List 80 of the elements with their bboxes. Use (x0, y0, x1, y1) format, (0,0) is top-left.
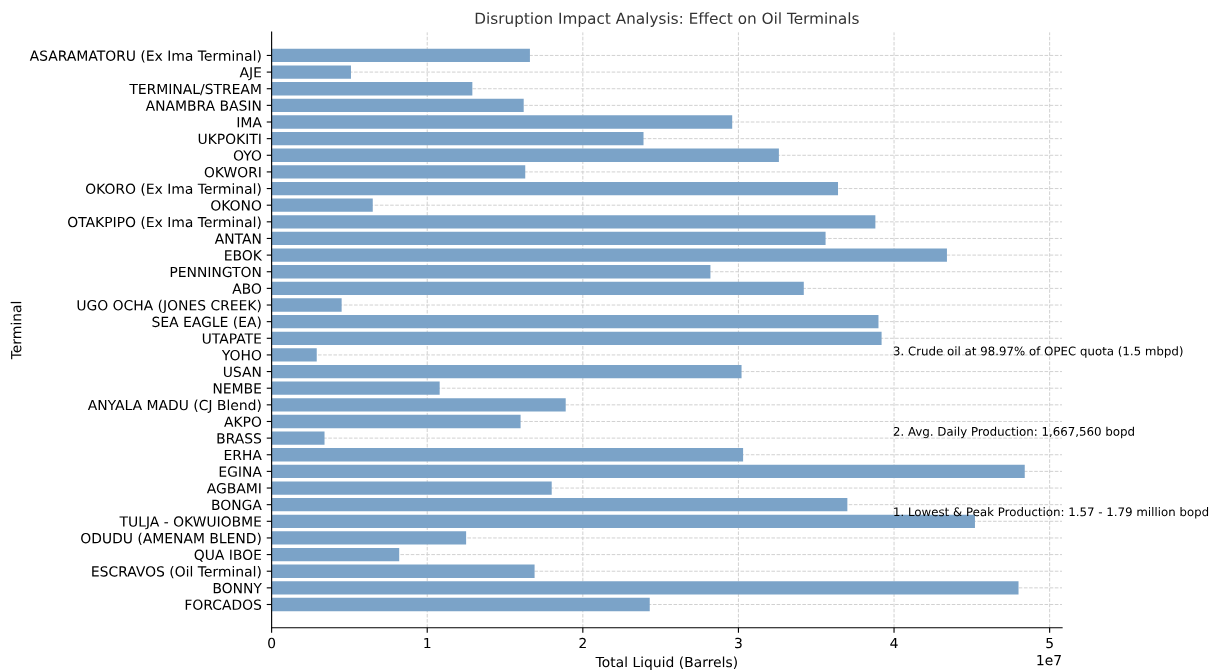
x-tick-label: 5 (1046, 637, 1053, 649)
y-tick-label: AGBAMI (206, 483, 261, 494)
y-tick-label: ABO (232, 283, 262, 294)
bar (271, 281, 804, 296)
y-tick-label: IMA (237, 117, 262, 128)
bar (271, 248, 947, 262)
bar (271, 498, 848, 512)
bar (271, 581, 1019, 595)
bar (271, 464, 1025, 479)
y-tick-label: SEA EAGLE (EA) (152, 316, 261, 329)
y-tick-label: AKPO (224, 416, 262, 427)
bar (271, 431, 325, 445)
y-tick-label: ANAMBRA BASIN (145, 100, 261, 111)
y-tick-label: ODUDU (AMENAM BLEND) (81, 532, 261, 546)
y-tick-label: EBOK (225, 250, 263, 261)
y-tick-label: ESCRAVOS (Oil Terminal) (92, 565, 261, 579)
annotation: 3. Crude oil at 98.97% of OPEC quota (1.5 mbpd) (893, 346, 1183, 358)
y-tick-label: ANYALA MADU (CJ Blend) (87, 399, 261, 413)
bar (271, 298, 342, 312)
bar (271, 448, 744, 462)
y-tick-label: UGO OCHA (JONES CREEK) (77, 299, 261, 314)
y-tick-label: OYO (233, 150, 262, 161)
y-tick-label: UKPOKITI (198, 133, 261, 145)
y-tick-label: AJE (239, 67, 261, 81)
bar (271, 165, 526, 179)
y-tick-label: NEMBE (213, 383, 261, 394)
bar (271, 481, 552, 495)
bar (271, 348, 317, 362)
x-tick-label: 1 (424, 637, 431, 649)
chart-title: Disruption Impact Analysis: Effect on Oil Terminals (475, 12, 859, 27)
y-tick-label: OTAKPIPO (Ex Ima Terminal) (68, 216, 261, 229)
y-tick-label: QUA IBOE (194, 549, 261, 562)
y-axis-title: Terminal (10, 301, 22, 360)
x-tick-label: 3 (735, 637, 742, 649)
y-tick-label: UTAPATE (202, 333, 262, 344)
y-tick-label: PENNINGTON (170, 266, 261, 278)
y-tick-label: ASARAMATORU (Ex Ima Terminal) (29, 50, 261, 63)
bar (271, 82, 473, 96)
bar (271, 231, 826, 246)
annotation: 2. Avg. Daily Production: 1,667,560 bopd (893, 426, 1134, 439)
y-tick-label: ANTAN (214, 233, 261, 244)
bar (271, 48, 530, 63)
y-tick-label: OKONO (211, 200, 262, 211)
annotation: 1. Lowest & Peak Production: 1.57 - 1.79 million bopd (894, 507, 1209, 519)
bar (271, 115, 733, 129)
y-tick-label: YOHO (221, 349, 262, 361)
bar (271, 597, 650, 612)
text: 1e7 (1037, 655, 1061, 666)
x-tick-label: 0 (268, 637, 276, 649)
bar (271, 148, 779, 162)
y-tick-label: USAN (223, 366, 261, 378)
bar (271, 364, 742, 379)
y-tick-label: FORCADOS (185, 599, 262, 610)
y-tick-label: BONGA (212, 499, 262, 511)
y-tick-label: EGINA (219, 466, 262, 477)
bar (271, 414, 521, 429)
bar (271, 215, 876, 229)
bar (271, 265, 711, 279)
bar (271, 564, 535, 578)
y-tick-label: BRASS (217, 433, 262, 444)
bar (271, 531, 467, 545)
bar (271, 315, 879, 329)
y-tick-label: TULJA - OKWUIOBME (119, 516, 261, 530)
y-tick-label: TERMINAL/STREAM (129, 83, 261, 96)
bar (271, 131, 644, 146)
x-tick-label: 4 (890, 637, 898, 649)
bar (271, 65, 351, 79)
bar (271, 181, 839, 196)
y-tick-label: BONNY (213, 582, 262, 594)
bar (271, 331, 882, 345)
bar (271, 198, 373, 212)
y-tick-label: OKORO (Ex Ima Terminal) (85, 183, 261, 196)
x-tick-label: 2 (579, 637, 586, 649)
y-tick-label: ERHA (224, 449, 262, 461)
bar (271, 547, 400, 562)
bar (271, 98, 524, 113)
x-axis-title: Total Liquid (Barrels) (595, 656, 737, 670)
bar (271, 398, 566, 412)
y-tick-label: OKWORI (204, 166, 261, 178)
bar (271, 381, 440, 395)
